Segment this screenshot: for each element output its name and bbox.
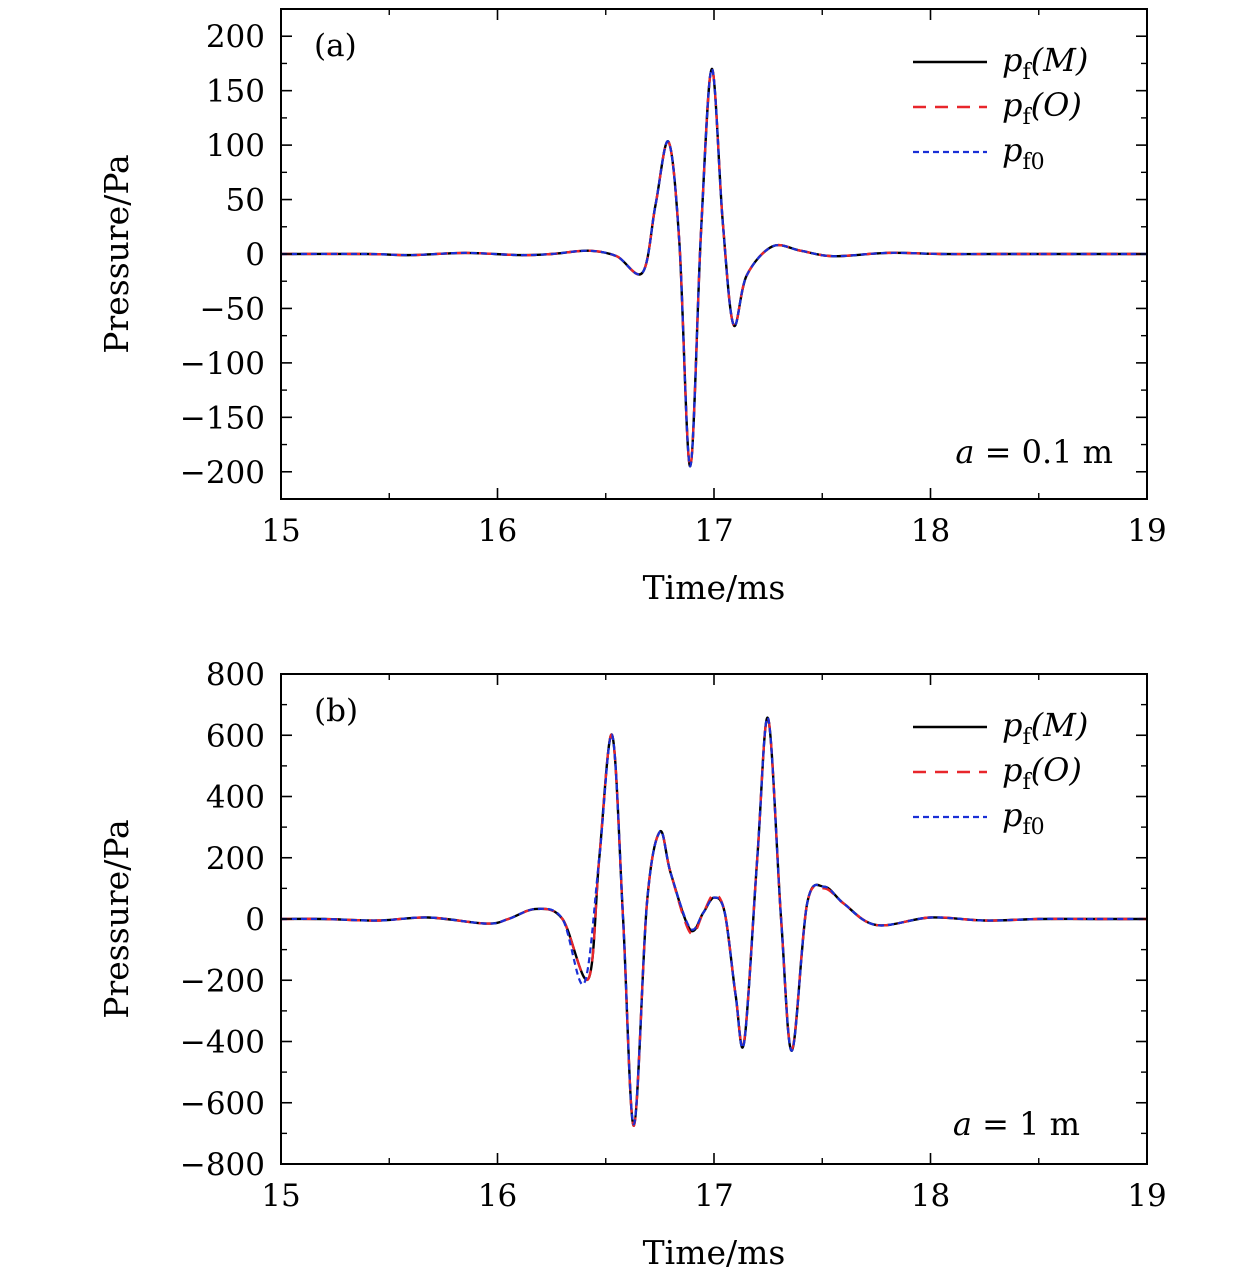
y-tick-label: −150: [180, 400, 265, 436]
x-tick-label: 19: [1127, 1178, 1166, 1214]
legend: pf(M)pf(O)pf0: [913, 41, 1088, 175]
legend-label-sub: f0: [1022, 150, 1044, 175]
y-tick-label: 50: [226, 183, 265, 219]
legend-label-sub: f: [1022, 770, 1032, 795]
x-tick-label: 15: [261, 1178, 300, 1214]
y-tick-label: 200: [206, 841, 265, 877]
y-tick-label: −800: [180, 1147, 265, 1183]
series-line-pf0: [281, 67, 1147, 468]
legend-label-pf(M): pf(M): [1002, 706, 1088, 750]
y-tick-label: −100: [180, 346, 265, 382]
legend-label-tail: (M): [1031, 41, 1089, 79]
legend-label-tail: (O): [1031, 86, 1082, 124]
legend-label-tail: (M): [1031, 706, 1089, 744]
y-tick-label: 100: [206, 128, 265, 164]
x-tick-label: 18: [911, 513, 950, 549]
y-tick-label: 200: [206, 19, 265, 55]
legend-label-sub: f: [1022, 105, 1032, 130]
panel-label: (b): [314, 693, 358, 729]
legend-label-main: p: [1002, 796, 1022, 834]
x-tick-label: 17: [694, 1178, 733, 1214]
legend-label-pf(O): pf(O): [1002, 751, 1082, 795]
annotation: a = 0.1 m: [955, 433, 1113, 471]
y-tick-label: 800: [206, 657, 265, 693]
x-tick-label: 17: [694, 513, 733, 549]
legend-label-tail: (O): [1031, 751, 1082, 789]
series-line-pf0: [281, 716, 1147, 1126]
annotation: a = 1 m: [953, 1105, 1080, 1143]
legend: pf(M)pf(O)pf0: [913, 706, 1088, 840]
chart-panel-b: 15 16 17 18 19 800 600 400 200 0 −200 −400 −600 −800 T…: [97, 657, 1167, 1272]
series-line-pf(O): [281, 67, 1147, 468]
legend-label-sub: f: [1022, 60, 1032, 85]
x-tick-label: 15: [261, 513, 300, 549]
annotation-rest: = 1 m: [972, 1105, 1080, 1143]
legend-label-pf(M): pf(M): [1002, 41, 1088, 85]
annotation-rest: = 0.1 m: [974, 433, 1113, 471]
x-tick-label: 19: [1127, 513, 1166, 549]
x-tick-label: 16: [478, 1178, 517, 1214]
y-tick-label: 600: [206, 718, 265, 754]
x-axis-title: Time/ms: [643, 568, 786, 607]
legend-label-pf0: pf0: [1002, 131, 1045, 175]
y-tick-label: −200: [180, 963, 265, 999]
y-tick-label: 0: [245, 902, 265, 938]
y-tick-label: −200: [180, 455, 265, 491]
x-axis-title: Time/ms: [643, 1233, 786, 1272]
series-group: [281, 67, 1147, 468]
legend-label-main: p: [1002, 706, 1022, 744]
y-axis-title: Pressure/Pa: [97, 819, 136, 1018]
legend-label-sub: f: [1022, 725, 1032, 750]
legend-label-main: p: [1002, 41, 1022, 79]
y-tick-label: −50: [200, 291, 265, 327]
x-tick-label: 16: [478, 513, 517, 549]
y-tick-label: 150: [206, 74, 265, 110]
legend-label-main: p: [1002, 86, 1022, 124]
panel-label: (a): [314, 28, 357, 64]
legend-label-main: p: [1002, 751, 1022, 789]
legend-label-pf(O): pf(O): [1002, 86, 1082, 130]
legend-label-pf0: pf0: [1002, 796, 1045, 840]
annotation-var: a: [955, 433, 974, 471]
legend-label-main: p: [1002, 131, 1022, 169]
y-tick-label: −600: [180, 1086, 265, 1122]
chart-panel-a: 15 16 17 18 19 200 150 100 50 0 −50 −100 −150 −200 Tim…: [97, 8, 1167, 607]
y-tick-label: 400: [206, 780, 265, 816]
y-axis-title: Pressure/Pa: [97, 154, 136, 353]
legend-label-sub: f0: [1022, 815, 1044, 840]
series-line-pf(M): [281, 67, 1147, 468]
series-line-pf(O): [281, 716, 1147, 1127]
x-tick-label: 18: [911, 1178, 950, 1214]
y-tick-label: −400: [180, 1025, 265, 1061]
y-tick-label: 0: [245, 237, 265, 273]
annotation-var: a: [953, 1105, 972, 1143]
series-group: [281, 716, 1147, 1127]
